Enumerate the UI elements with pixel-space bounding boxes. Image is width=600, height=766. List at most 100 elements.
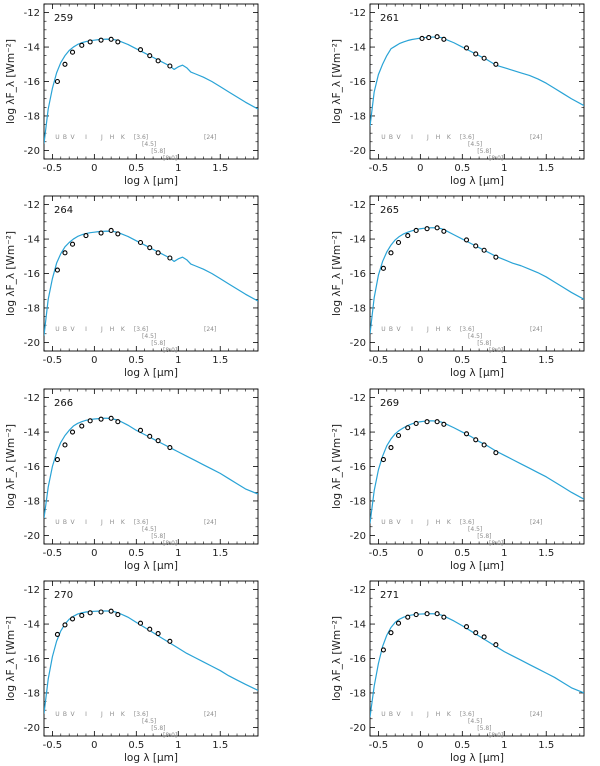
photometry-point bbox=[155, 630, 161, 637]
band-label: V bbox=[396, 711, 401, 718]
x-tick-label: 0 bbox=[417, 740, 423, 751]
band-label: H bbox=[110, 326, 115, 333]
band-label: K bbox=[121, 326, 126, 333]
band-label: V bbox=[70, 711, 75, 718]
band-label: J bbox=[100, 711, 103, 718]
y-tick-label: -20 bbox=[24, 723, 40, 734]
photometry-point bbox=[441, 614, 447, 620]
x-tick-label: 0 bbox=[91, 163, 97, 174]
plot-frame bbox=[369, 3, 585, 160]
band-label: [4.5] bbox=[142, 333, 156, 340]
band-label: B bbox=[389, 519, 393, 526]
band-label: [4.5] bbox=[468, 526, 482, 533]
x-tick-label: -0.5 bbox=[43, 163, 63, 174]
sed-panel-264: -0.5 0 0.5 1 1.5 -20 -18 -16 -14 -12 log λ [μm] log… bbox=[5, 195, 259, 379]
band-label: [24] bbox=[530, 326, 542, 333]
model-sed-line bbox=[44, 417, 258, 519]
y-tick-label: -20 bbox=[350, 146, 366, 157]
band-label: B bbox=[389, 134, 393, 141]
photometry-point bbox=[69, 241, 76, 247]
x-tick-label: 1.5 bbox=[538, 740, 554, 751]
band-label: U bbox=[55, 519, 59, 526]
x-tick-label: 1 bbox=[501, 355, 507, 366]
x-tick-label: 1 bbox=[175, 355, 181, 366]
photometry-point bbox=[98, 230, 104, 236]
band-label: [3.6] bbox=[134, 711, 148, 718]
y-tick-label: -14 bbox=[24, 235, 40, 246]
panel-id: 259 bbox=[54, 13, 73, 24]
photometry-point bbox=[413, 612, 419, 618]
plot-frame bbox=[43, 580, 259, 737]
photometry-point bbox=[395, 620, 402, 626]
photometry-point bbox=[426, 35, 432, 41]
band-label: I bbox=[411, 134, 413, 141]
plot-frame bbox=[43, 3, 259, 160]
band-label: K bbox=[121, 519, 126, 526]
y-axis-title: log λF_λ [Wm⁻²] bbox=[5, 39, 17, 124]
photometry-point bbox=[473, 630, 479, 636]
photometry-point bbox=[108, 608, 114, 614]
x-tick-label: -0.5 bbox=[369, 548, 389, 559]
photometry-point bbox=[424, 419, 430, 425]
y-tick-label: -16 bbox=[350, 462, 366, 473]
photometry-point bbox=[79, 612, 85, 618]
y-tick-label: -18 bbox=[350, 303, 366, 314]
band-label: [8.0] bbox=[489, 732, 503, 739]
band-label: I bbox=[411, 711, 413, 718]
band-label: B bbox=[389, 711, 393, 718]
band-label: U bbox=[55, 326, 59, 333]
photometry-point bbox=[155, 58, 161, 64]
band-label: B bbox=[63, 711, 67, 718]
photometry-point bbox=[147, 433, 153, 439]
y-tick-label: -16 bbox=[350, 77, 366, 88]
photometry-point bbox=[380, 265, 386, 271]
photometry-point bbox=[167, 255, 173, 261]
band-label: [5.8] bbox=[151, 340, 165, 347]
photometry-point bbox=[87, 418, 93, 424]
y-tick-label: -18 bbox=[350, 688, 366, 699]
band-label: J bbox=[426, 519, 429, 526]
photometry-point bbox=[62, 622, 68, 628]
model-sed-line bbox=[44, 38, 258, 144]
x-tick-label: -0.5 bbox=[369, 355, 389, 366]
band-label: U bbox=[381, 326, 385, 333]
band-label: J bbox=[426, 711, 429, 718]
sed-panel-266: -0.5 0 0.5 1 1.5 -20 -18 -16 -14 -12 log λ [μm] log… bbox=[5, 388, 259, 572]
sed-panel-261: -0.5 0 0.5 1 1.5 -20 -18 -16 -14 -12 log λ [μm] log… bbox=[331, 3, 585, 187]
y-tick-label: -20 bbox=[24, 338, 40, 349]
photometry-point bbox=[405, 425, 411, 431]
plot-area bbox=[370, 225, 584, 334]
band-label: [4.5] bbox=[142, 526, 156, 533]
panel-id: 271 bbox=[380, 590, 399, 601]
sed-panel-259: -0.5 0 0.5 1 1.5 -20 -18 -16 -14 -12 log λ [μm] log… bbox=[5, 3, 259, 187]
band-label: [4.5] bbox=[142, 141, 156, 148]
photometry-point bbox=[434, 611, 440, 617]
photometry-point bbox=[388, 250, 394, 256]
band-label: [4.5] bbox=[468, 718, 482, 725]
x-axis-title: log λ [μm] bbox=[124, 752, 178, 764]
band-label: I bbox=[85, 711, 87, 718]
sed-panel-269: -0.5 0 0.5 1 1.5 -20 -18 -16 -14 -12 log λ [μm] log… bbox=[331, 388, 585, 572]
photometry-point bbox=[388, 630, 394, 636]
band-label: V bbox=[396, 326, 401, 333]
y-tick-label: -16 bbox=[24, 462, 40, 473]
band-label: B bbox=[63, 134, 67, 141]
model-sed-line bbox=[370, 420, 584, 524]
band-label: U bbox=[381, 711, 385, 718]
photometry-point bbox=[79, 423, 85, 429]
band-label: [24] bbox=[204, 326, 216, 333]
band-label: [8.0] bbox=[163, 732, 177, 739]
y-tick-label: -20 bbox=[350, 531, 366, 542]
x-tick-label: 0 bbox=[91, 740, 97, 751]
x-axis-title: log λ [μm] bbox=[450, 560, 504, 572]
photometry-point bbox=[441, 228, 447, 234]
photometry-point bbox=[405, 614, 411, 620]
band-label: U bbox=[381, 134, 385, 141]
band-label: [5.8] bbox=[151, 533, 165, 540]
photometry-point bbox=[481, 442, 487, 448]
x-axis-title: log λ [μm] bbox=[450, 175, 504, 187]
photometry-point bbox=[424, 226, 430, 232]
y-axis-title: log λF_λ [Wm⁻²] bbox=[5, 231, 17, 316]
band-label: [3.6] bbox=[134, 326, 148, 333]
photometry-point bbox=[413, 420, 419, 426]
